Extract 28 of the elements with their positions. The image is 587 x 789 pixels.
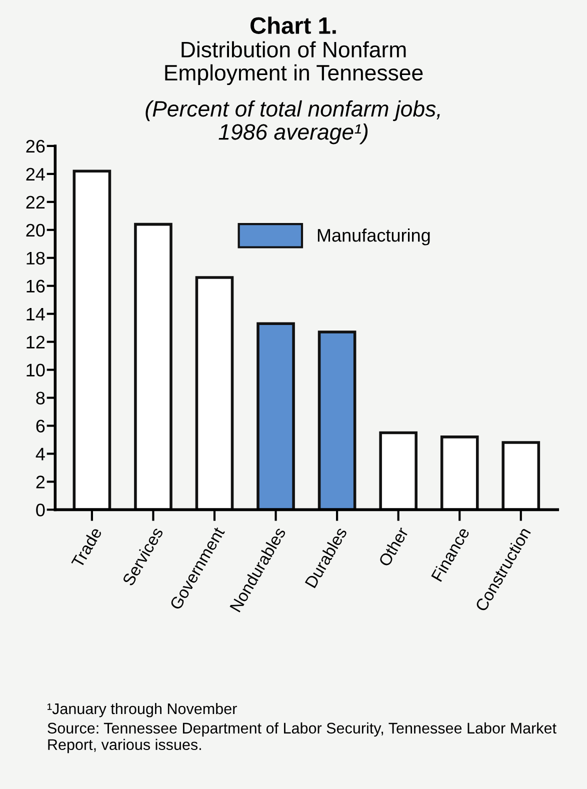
y-tick-label: 24 (26, 168, 45, 180)
y-axis-title: (Percent of total nonfarm jobs, 1986 average¹) (146, 100, 440, 144)
legend-label: Manufacturing (318, 228, 430, 246)
text: ¹January through November (48, 702, 237, 718)
bar (134, 222, 172, 510)
y-tick-label: 4 (36, 448, 45, 460)
y-tick-label: 2 (36, 476, 45, 488)
y-tick-label: 20 (26, 224, 45, 237)
source-note: Source: Tennessee Department of Labor Security, Tennessee Labor Market Report, various issues. (48, 722, 556, 754)
bar (379, 431, 418, 510)
y-tick-label: 12 (26, 336, 45, 348)
bar (502, 441, 540, 510)
y-tick-label: 16 (26, 280, 45, 293)
y-tick-label: 26 (26, 140, 45, 153)
y-tick-label: 0 (36, 504, 45, 516)
y-tick-label: 10 (26, 364, 45, 377)
y-tick-label: 8 (36, 392, 45, 404)
y-tick-label: 22 (26, 196, 45, 208)
y-tick-label: 14 (26, 308, 45, 320)
bar (72, 170, 112, 510)
bar (195, 276, 234, 510)
y-tick-label: 6 (36, 420, 45, 432)
bar (256, 322, 295, 510)
bar (440, 436, 479, 510)
chart-subtitle: Distribution of Nonfarm Employment in Tennessee (165, 41, 423, 86)
bar (318, 330, 356, 510)
chart-title: Chart 1. (250, 16, 336, 34)
y-tick-label: 18 (26, 252, 45, 265)
